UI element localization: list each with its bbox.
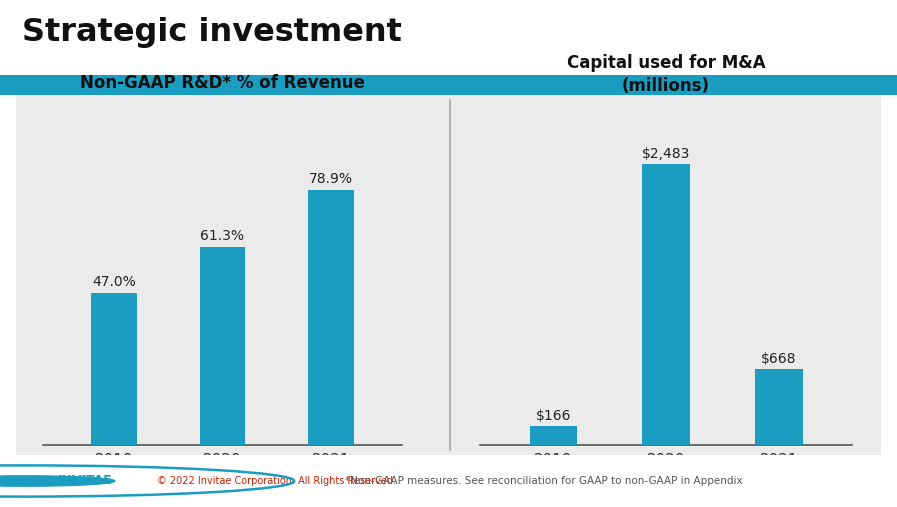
Title: Capital used for M&A
(millions): Capital used for M&A (millions)	[567, 54, 765, 95]
Text: 47.0%: 47.0%	[91, 275, 135, 289]
Bar	[529, 426, 577, 445]
Text: INVITAE: INVITAE	[58, 475, 113, 488]
Title: Non-GAAP R&D* % of Revenue: Non-GAAP R&D* % of Revenue	[80, 75, 365, 92]
Text: © 2022 Invitae Corporation. All Rights Reserved.: © 2022 Invitae Corporation. All Rights R…	[157, 476, 396, 486]
Text: 61.3%: 61.3%	[200, 229, 245, 243]
Circle shape	[0, 476, 115, 486]
Text: $668: $668	[761, 352, 797, 367]
Bar	[200, 246, 245, 445]
Bar	[642, 164, 690, 445]
Text: Strategic investment: Strategic investment	[22, 17, 402, 48]
Text: $2,483: $2,483	[642, 147, 690, 161]
Text: *Non-GAAP measures. See reconciliation for GAAP to non-GAAP in Appendix: *Non-GAAP measures. See reconciliation f…	[345, 476, 743, 486]
Bar	[755, 369, 803, 445]
Bar	[309, 190, 354, 445]
Text: $166: $166	[536, 409, 571, 423]
Text: 78.9%: 78.9%	[309, 172, 353, 186]
Bar	[91, 293, 136, 445]
